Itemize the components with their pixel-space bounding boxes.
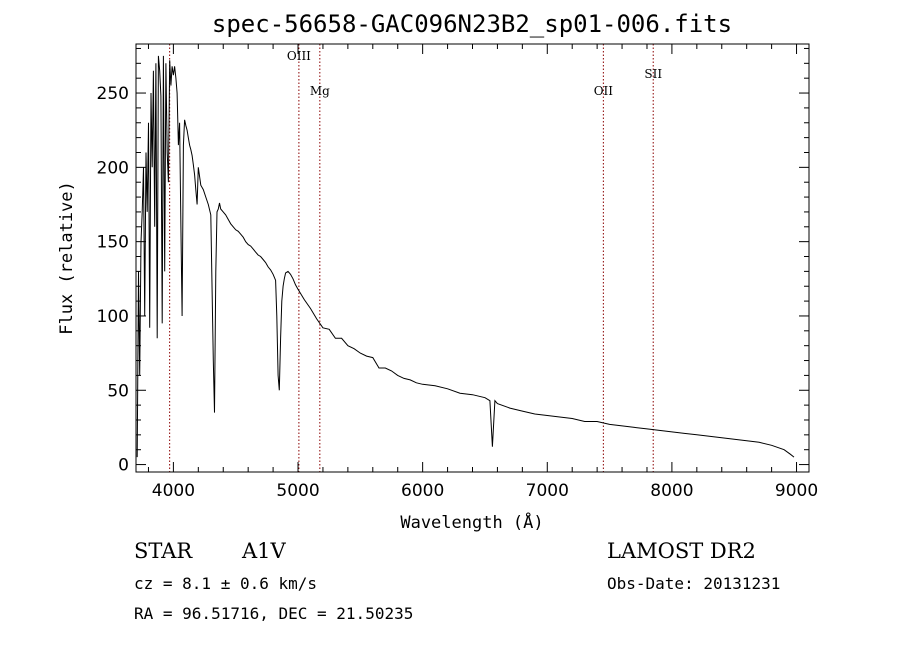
x-tick-label: 8000: [650, 481, 693, 501]
y-tick-label: 0: [118, 456, 129, 476]
redshift-cz: cz = 8.1 ± 0.6 km/s: [134, 574, 318, 593]
chart-title: spec-56658-GAC096N23B2_sp01-006.fits: [212, 10, 732, 38]
y-tick-label: 150: [97, 233, 129, 253]
emission-line-markers: OIII Mg OII SII: [169, 44, 662, 472]
object-subclass: A1V: [242, 539, 286, 563]
y-tick-label: 200: [97, 158, 129, 178]
line-marker-label: OII: [594, 84, 614, 98]
axis-ticks: 4000 5000 6000 7000 8000 9000 0 50 100 150 200 250: [97, 44, 818, 501]
coordinates: RA = 96.51716, DEC = 21.50235: [134, 604, 414, 623]
line-marker-label: Mg: [310, 84, 330, 98]
x-tick-label: 5000: [276, 481, 319, 501]
observation-date: Obs-Date: 20131231: [607, 574, 781, 593]
y-tick-label: 50: [107, 381, 129, 401]
line-marker-label: OIII: [287, 49, 311, 63]
x-tick-label: 7000: [526, 481, 569, 501]
x-tick-label: 6000: [401, 481, 444, 501]
line-marker-label: SII: [644, 67, 662, 81]
object-class: STAR: [134, 539, 193, 563]
survey-name: LAMOST DR2: [607, 539, 756, 563]
spectrum-line: [136, 55, 795, 458]
y-axis-title: Flux (relative): [57, 181, 77, 335]
y-tick-label: 250: [97, 84, 129, 104]
x-tick-label: 4000: [152, 481, 195, 501]
x-axis-title: Wavelength (Å): [400, 511, 543, 533]
y-tick-label: 100: [97, 307, 129, 327]
plot-frame: [135, 43, 810, 473]
x-tick-label: 9000: [775, 481, 818, 501]
spectrum-series: [136, 55, 795, 458]
